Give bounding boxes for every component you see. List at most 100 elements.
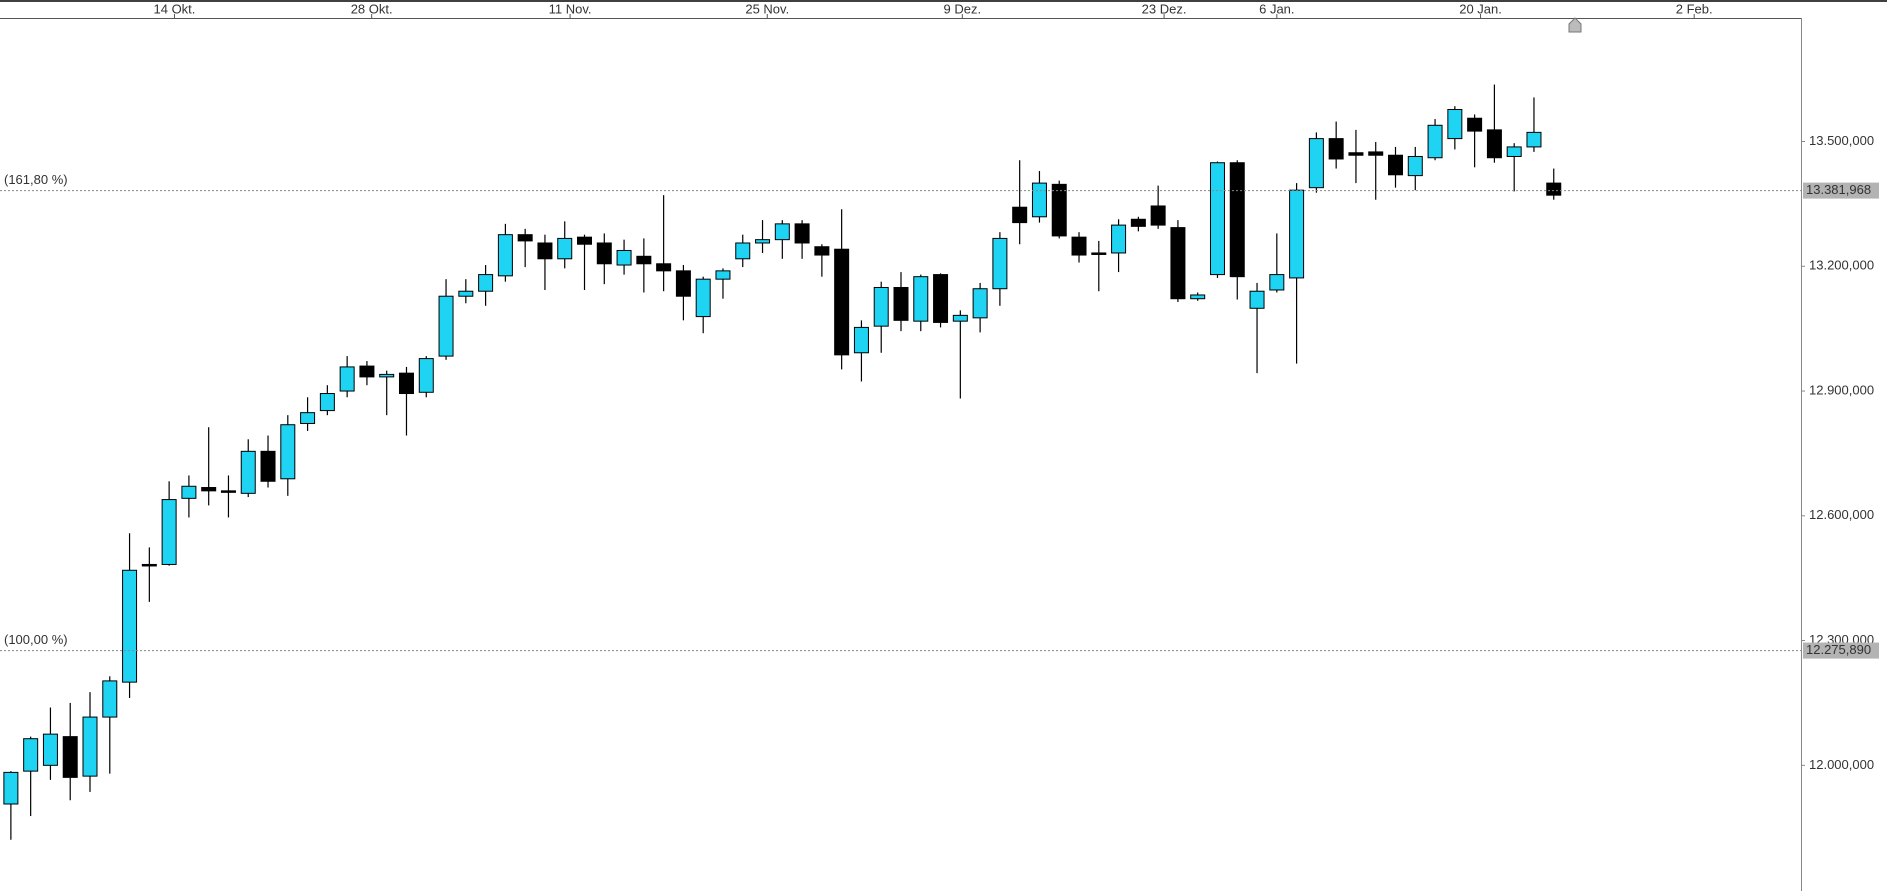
candle-body	[82, 716, 98, 777]
candle-body	[873, 286, 889, 327]
y-tick-label: 13.500,000	[1809, 133, 1874, 148]
candle-body	[379, 373, 395, 378]
candle-body	[1348, 152, 1364, 156]
candle-body	[893, 286, 909, 321]
level-label: (100,00 %)	[4, 632, 68, 647]
y-tick-label: 12.600,000	[1809, 507, 1874, 522]
candle-body	[1249, 290, 1265, 309]
candle-body	[201, 487, 217, 492]
level-value-label: 13.381,968	[1806, 182, 1871, 197]
x-tick-label: 25 Nov.	[745, 1, 789, 16]
candle-body	[1130, 218, 1146, 227]
candle-body	[913, 276, 929, 322]
candle-body	[992, 237, 1008, 290]
candle-body	[1111, 224, 1127, 254]
candle-body	[794, 223, 810, 244]
x-tick-label: 23 Dez.	[1142, 1, 1187, 16]
candle-body	[62, 736, 78, 778]
candle-body	[1031, 182, 1047, 218]
candle-body	[359, 365, 375, 378]
x-tick-label: 6 Jan.	[1259, 1, 1294, 16]
y-tick-label: 12.000,000	[1809, 757, 1874, 772]
level-label: (161,80 %)	[4, 172, 68, 187]
candle-body	[1051, 183, 1067, 237]
candle-body	[834, 248, 850, 356]
candle-body	[1308, 138, 1324, 189]
x-tick-label: 2 Feb.	[1676, 1, 1713, 16]
x-tick-label: 9 Dez.	[944, 1, 982, 16]
candle-body	[1506, 146, 1522, 157]
candle-body	[220, 490, 236, 493]
x-tick-label: 28 Okt.	[351, 1, 393, 16]
candle-body	[933, 274, 949, 323]
candle-body	[1150, 205, 1166, 226]
candle-body	[755, 239, 771, 244]
candle-body	[1170, 227, 1186, 300]
x-tick-label: 14 Okt.	[154, 1, 196, 16]
candle-body	[161, 499, 177, 565]
candle-body	[1486, 129, 1502, 159]
candle-body	[1012, 206, 1028, 224]
level-value-label: 12.275,890	[1806, 642, 1871, 657]
candle-body	[3, 771, 19, 805]
candle-body	[557, 237, 573, 260]
candle-body	[141, 563, 157, 567]
candle-body	[1071, 236, 1087, 256]
candle-body	[497, 234, 513, 277]
candle-body	[1190, 294, 1206, 300]
candle-body	[517, 234, 533, 242]
candle-body	[774, 223, 790, 241]
candle-body	[122, 569, 138, 683]
candle-body	[1427, 124, 1443, 159]
candle-body	[675, 270, 691, 297]
candle-body	[1388, 154, 1404, 176]
candle-body	[260, 450, 276, 482]
candle-body	[695, 278, 711, 318]
candle-body	[1209, 162, 1225, 276]
candle-body	[339, 366, 355, 392]
candle-body	[1447, 108, 1463, 140]
candle-body	[458, 290, 474, 297]
candle-body	[23, 738, 39, 772]
candle-body	[1526, 131, 1542, 148]
candle-body	[240, 450, 256, 494]
candle-body	[1407, 155, 1423, 177]
y-tick-label: 12.900,000	[1809, 382, 1874, 397]
candle-body	[1328, 138, 1344, 160]
candle-body	[319, 393, 335, 412]
candle-body	[596, 242, 612, 265]
candle-body	[1546, 182, 1562, 196]
candle-body	[1091, 252, 1107, 255]
candle-body	[1269, 274, 1285, 291]
candle-body	[1229, 162, 1245, 278]
candle-body	[735, 242, 751, 260]
x-tick-label: 20 Jan.	[1459, 1, 1502, 16]
candle-body	[972, 288, 988, 319]
level-value-box	[1803, 182, 1879, 199]
candle-body	[478, 274, 494, 292]
candle-body	[1467, 117, 1483, 132]
candle-body	[853, 326, 869, 354]
candle-body	[438, 295, 454, 357]
candle-body	[1368, 151, 1384, 156]
candle-body	[300, 412, 316, 424]
candle-body	[42, 733, 58, 766]
x-tick-label: 11 Nov.	[549, 1, 592, 16]
candle-body	[715, 270, 731, 280]
candle-body	[102, 680, 118, 718]
candle-body	[814, 246, 830, 256]
candle-body	[656, 263, 672, 272]
level-value-box	[1803, 642, 1879, 659]
candle-body	[537, 242, 553, 260]
candle-body	[636, 255, 652, 265]
candle-body	[1289, 189, 1305, 279]
candle-body	[418, 358, 434, 393]
marker-icon	[1568, 17, 1582, 33]
candle-body	[616, 249, 632, 266]
candle-body	[280, 424, 296, 480]
y-tick-label: 13.200,000	[1809, 258, 1874, 273]
candle-body	[577, 236, 593, 245]
candle-body	[952, 314, 968, 322]
